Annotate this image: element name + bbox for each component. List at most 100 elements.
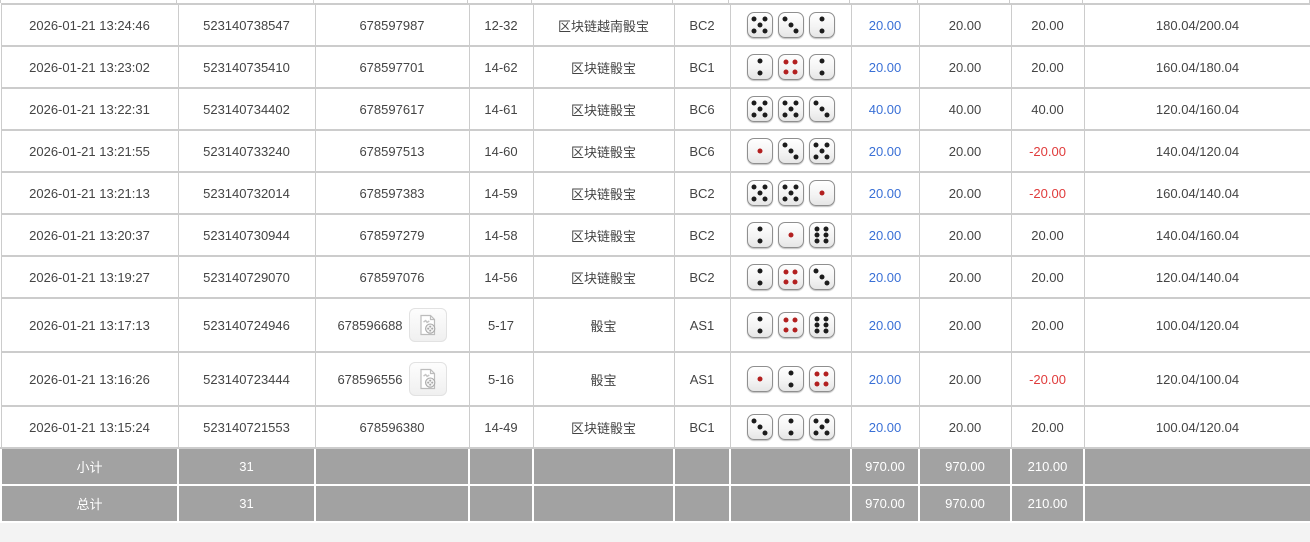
round-no-wrap: 678597701 [316,59,468,75]
die-1-icon [746,366,773,392]
cell-bet-amount[interactable]: 40.00 [850,87,920,131]
cell-order-no: 523140734402 [177,87,316,131]
cell-game-code: BC2 [673,255,731,299]
total-row-bet-total: 970.00 [850,484,920,523]
cell-valid-amount: 20.00 [918,255,1012,299]
die-3-icon [777,12,804,38]
die-3-icon [777,138,804,164]
subtotal-row-empty-game [532,447,675,486]
video-record-button[interactable] [408,362,447,396]
die-6-icon [808,312,835,338]
cell-bet-amount[interactable]: 20.00 [850,45,920,89]
cell-balance-ratio: 120.04/140.04 [1083,255,1310,299]
subtotal-row-bet-total: 970.00 [850,447,920,486]
die-5-icon [746,12,773,38]
cell-winloss: 40.00 [1010,87,1085,131]
cell-order-no: 523140721553 [177,405,316,449]
cell-dice-result [729,255,852,299]
cell-bet-amount[interactable]: 20.00 [850,405,920,449]
round-no-wrap: 678596688 [316,308,468,342]
cell-dice-result [729,3,852,47]
dice-result [731,264,850,290]
cell-round-no: 678597701 [314,45,470,89]
round-no-text: 678597279 [359,227,425,243]
cell-dice-result [729,87,852,131]
cell-winloss: 20.00 [1010,255,1085,299]
cell-bet-time: 2026-01-21 13:17:13 [0,297,179,353]
dice-result [731,366,850,392]
cell-order-no: 523140724946 [177,297,316,353]
dice-result [731,312,850,338]
cell-bet-amount[interactable]: 20.00 [850,3,920,47]
die-4-icon [808,366,835,392]
cell-game-code: BC6 [673,129,731,173]
round-no-text: 678596556 [337,371,403,387]
cell-table-no: 14-62 [468,45,534,89]
cell-order-no: 523140733240 [177,129,316,173]
table-row: 2026-01-21 13:16:26 523140723444 678596556… [0,351,1310,407]
die-3-icon [808,264,835,290]
video-record-button[interactable] [408,308,447,342]
total-row-empty-table [468,484,534,523]
cell-game-code: BC2 [673,171,731,215]
cell-bet-time: 2026-01-21 13:15:24 [0,405,179,449]
cell-valid-amount: 20.00 [918,171,1012,215]
die-4-icon [777,54,804,80]
round-no-text: 678597617 [359,101,425,117]
die-2-icon [808,54,835,80]
cell-game-name: 骰宝 [532,297,675,353]
dice-result [731,138,850,164]
total-row-empty-code [673,484,731,523]
cell-winloss: 20.00 [1010,297,1085,353]
cell-bet-amount[interactable]: 20.00 [850,171,920,215]
subtotal-row-empty-code [673,447,731,486]
cell-bet-amount[interactable]: 20.00 [850,351,920,407]
cell-dice-result [729,129,852,173]
cell-balance-ratio: 140.04/120.04 [1083,129,1310,173]
cell-game-code: BC2 [673,3,731,47]
total-row-count: 31 [177,484,316,523]
total-row-label: 总计 [0,484,179,523]
round-no-text: 678597076 [359,269,425,285]
subtotal-row-count: 31 [177,447,316,486]
cell-winloss: -20.00 [1010,351,1085,407]
die-2-icon [777,366,804,392]
video-record-icon [419,314,435,336]
cell-order-no: 523140730944 [177,213,316,257]
total-row: 总计 31 970.00 970.00 210.00 [0,484,1310,523]
round-no-text: 678596380 [359,419,425,435]
die-4-icon [777,264,804,290]
cell-bet-amount[interactable]: 20.00 [850,255,920,299]
cell-bet-time: 2026-01-21 13:22:31 [0,87,179,131]
cell-game-name: 区块链骰宝 [532,213,675,257]
cell-dice-result [729,297,852,353]
cell-winloss: 20.00 [1010,405,1085,449]
cell-bet-amount[interactable]: 20.00 [850,297,920,353]
cell-game-name: 区块链越南骰宝 [532,3,675,47]
total-row-empty-dice [729,484,852,523]
cell-winloss: -20.00 [1010,171,1085,215]
die-2-icon [777,414,804,440]
die-5-icon [808,138,835,164]
total-row-empty-ratio [1083,484,1310,523]
cell-table-no: 5-17 [468,297,534,353]
cell-game-code: BC6 [673,87,731,131]
table-row: 2026-01-21 13:20:37 523140730944 678597279… [0,213,1310,257]
dice-result [731,54,850,80]
cell-winloss: -20.00 [1010,129,1085,173]
cell-bet-amount[interactable]: 20.00 [850,213,920,257]
die-3-icon [746,414,773,440]
round-no-wrap: 678596380 [316,419,468,435]
round-no-wrap: 678596556 [316,362,468,396]
cell-bet-amount[interactable]: 20.00 [850,129,920,173]
total-row-valid-total: 970.00 [918,484,1012,523]
cell-dice-result [729,405,852,449]
die-2-icon [746,222,773,248]
round-no-text: 678597701 [359,59,425,75]
die-3-icon [808,96,835,122]
cell-balance-ratio: 120.04/160.04 [1083,87,1310,131]
round-no-text: 678597383 [359,185,425,201]
subtotal-row-empty-round [314,447,470,486]
cell-valid-amount: 20.00 [918,45,1012,89]
round-no-text: 678597513 [359,143,425,159]
